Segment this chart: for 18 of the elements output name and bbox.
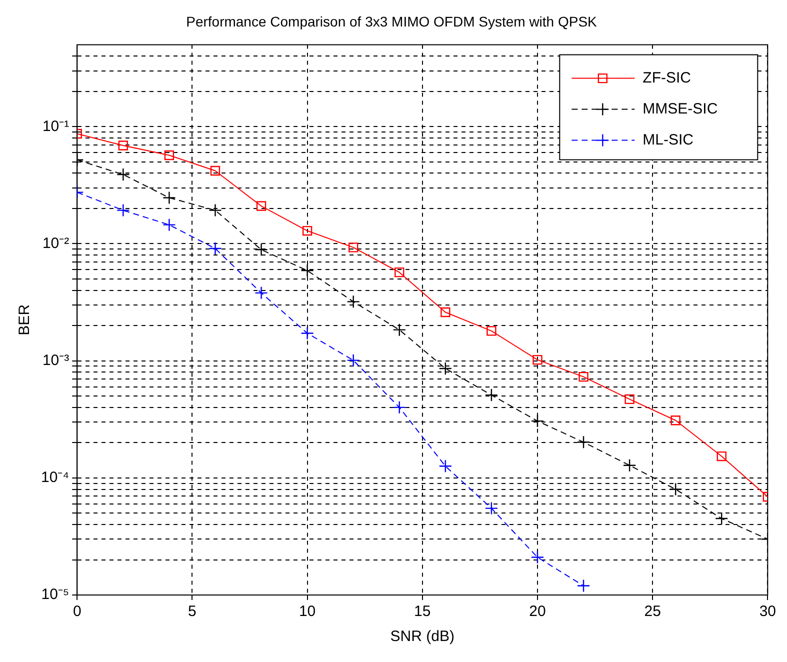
y-tick-label: 10⁻⁴ bbox=[40, 469, 70, 486]
x-tick-label: 10 bbox=[298, 603, 316, 620]
y-axis-title: BER bbox=[16, 304, 34, 336]
legend-label: ML-SIC bbox=[642, 131, 694, 148]
y-tick-label: 10⁻⁵ bbox=[41, 586, 70, 604]
legend-label: ZF-SIC bbox=[642, 69, 692, 86]
x-axis-title: SNR (dB) bbox=[390, 628, 454, 646]
y-tick-label: 10⁻³ bbox=[42, 352, 70, 369]
x-tick-label: 15 bbox=[414, 603, 431, 620]
x-tick-label: 20 bbox=[529, 603, 546, 620]
x-tick-label: 25 bbox=[644, 603, 661, 620]
y-tick-label: 10⁻¹ bbox=[42, 118, 70, 135]
y-tick-label: 10⁻² bbox=[42, 234, 70, 252]
x-tick-label: 0 bbox=[72, 603, 82, 620]
x-tick-label: 5 bbox=[188, 603, 196, 620]
chart-title: Performance Comparison of 3x3 MIMO OFDM System with QPSK bbox=[186, 13, 598, 30]
x-tick-label: 30 bbox=[759, 603, 776, 620]
legend-label: MMSE-SIC bbox=[642, 100, 718, 118]
